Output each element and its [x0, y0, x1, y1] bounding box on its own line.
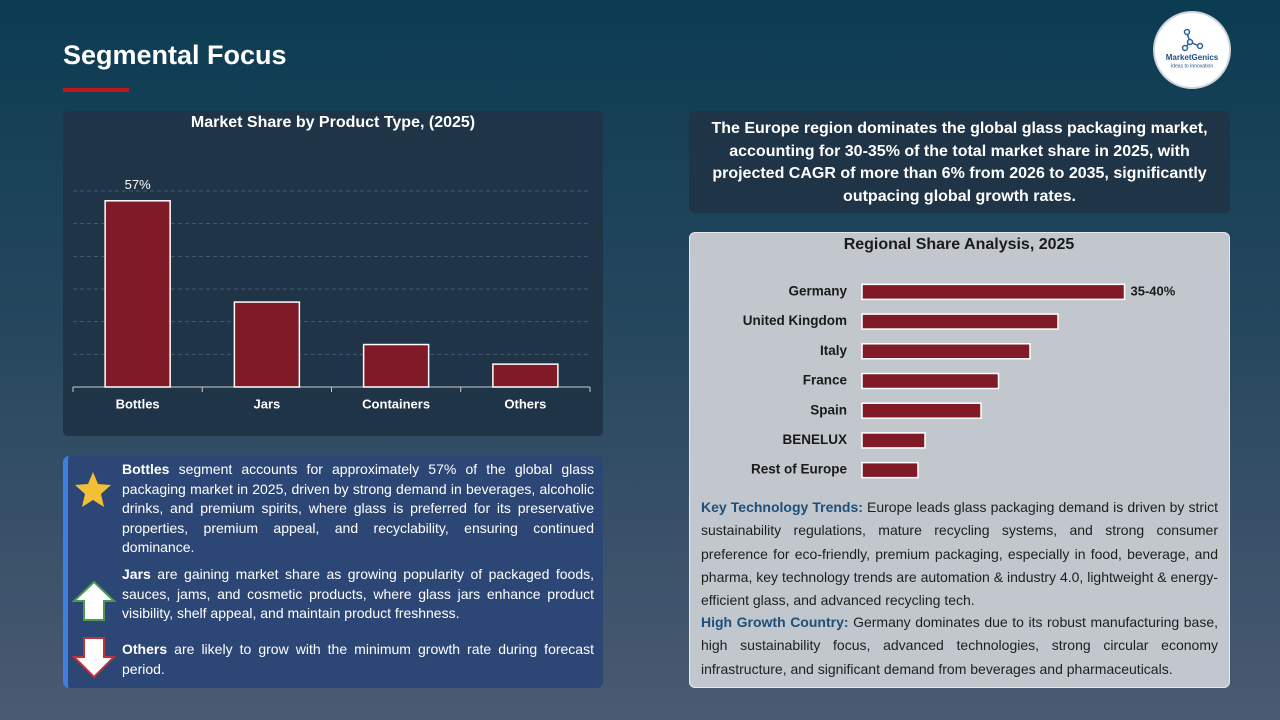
insight-text: Key Technology Trends: Europe leads glas… [701, 496, 1218, 612]
title-underline [63, 88, 129, 92]
insight-text: High Growth Country: Germany dominates d… [701, 611, 1218, 681]
segment-body: are gaining market share as growing popu… [122, 566, 594, 621]
segment-lead: Jars [122, 566, 151, 582]
segment-lead: Others [122, 641, 168, 657]
insight-body: Europe leads glass packaging demand is d… [701, 499, 1218, 609]
segment-panel [63, 456, 603, 688]
segment-body: segment accounts for approximately 57% o… [122, 461, 594, 555]
segment-lead: Bottles [122, 461, 170, 477]
segment-text: Jars are gaining market share as growing… [122, 565, 594, 624]
insight-body: Germany dominates due to its robust manu… [701, 614, 1218, 677]
regional-panel [689, 232, 1230, 688]
segment-text: Bottles segment accounts for approximate… [122, 460, 594, 558]
summary-box: The Europe region dominates the global g… [689, 111, 1230, 213]
slide-title: Segmental Focus [63, 40, 287, 70]
logo-name: MarketGenics [1166, 53, 1219, 62]
logo-tagline: Ideas to Innovation [1171, 63, 1213, 69]
logo-badge [1153, 11, 1231, 89]
segment-body: are likely to grow with the minimum grow… [122, 641, 594, 677]
segment-text: Others are likely to grow with the minim… [122, 640, 594, 679]
insight-label: Key Technology Trends: [701, 499, 863, 515]
logo-icon [1181, 28, 1204, 52]
insight-label: High Growth Country: [701, 614, 849, 630]
product-chart-panel [63, 111, 603, 436]
